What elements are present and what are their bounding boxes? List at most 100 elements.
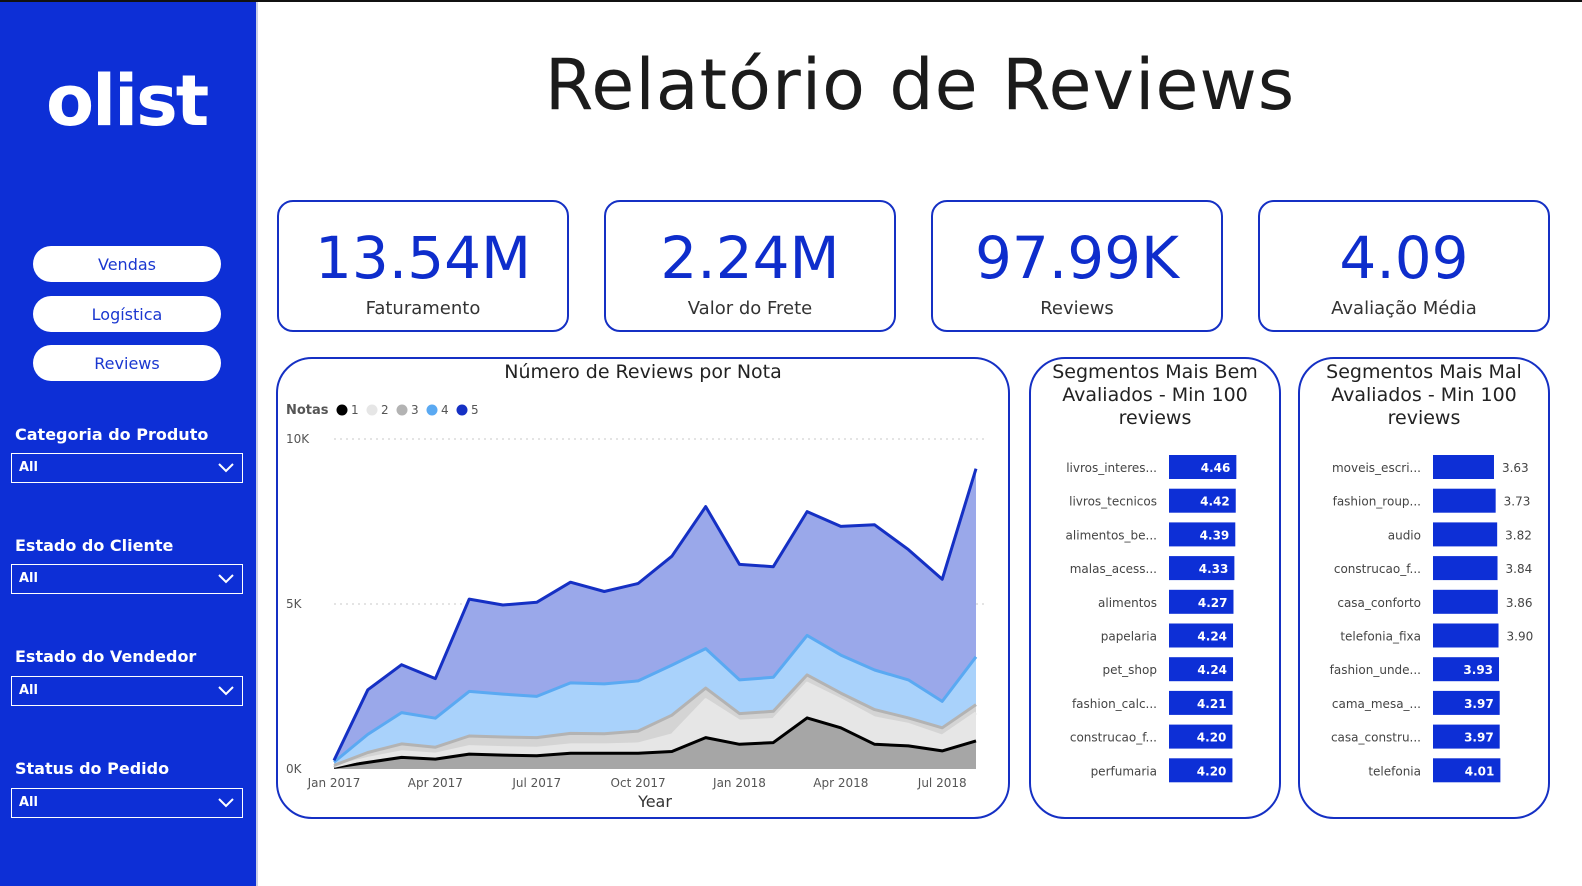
filter-select-estado-cliente[interactable]: All: [11, 564, 243, 594]
legend-label-5: 5: [471, 403, 479, 417]
filter-select-categoria[interactable]: All: [11, 453, 243, 483]
bar-category-label: perfumaria: [1091, 764, 1157, 778]
bar-value-label: 3.90: [1507, 630, 1534, 644]
kpi-label: Faturamento: [365, 298, 481, 319]
bar-category-label: telefonia: [1368, 764, 1421, 778]
chevron-down-icon: [218, 574, 234, 584]
bar: [1433, 623, 1499, 648]
line-series-4: [333, 633, 978, 764]
bar: [1433, 690, 1500, 715]
chart-title: Segmentos Mais Mal Avaliados - Min 100 r…: [1326, 361, 1522, 429]
bar-category-label: construcao_f...: [1334, 562, 1421, 576]
nav-button-reviews[interactable]: Reviews: [33, 345, 221, 381]
x-tick-label: Apr 2017: [408, 776, 463, 790]
bar-category-label: livros_interes...: [1066, 461, 1157, 475]
bar: [1169, 724, 1233, 749]
bar: [1169, 758, 1233, 783]
legend-marker-1: [336, 404, 348, 416]
bar: [1169, 455, 1237, 479]
area-chart: Notas 1 2 3 4 5 0K 5K 10K Jan 2017 Apr 2017 Jul 2…: [286, 403, 986, 811]
bar: [1169, 657, 1234, 682]
bar-value-label: 3.93: [1463, 663, 1493, 677]
filter-select-status-pedido[interactable]: All: [11, 788, 243, 818]
bar-category-label: telefonia_fixa: [1340, 630, 1421, 644]
kpi-label: Avaliação Média: [1331, 298, 1477, 319]
legend-label-1: 1: [351, 403, 359, 417]
kpi-label: Valor do Frete: [687, 298, 813, 319]
legend-marker-3: [396, 404, 408, 416]
segmentos-mais-bem-avaliados-card: Segmentos Mais Bem Avaliados - Min 100 r…: [1029, 357, 1281, 819]
segmentos-mais-mal-avaliados-card: Segmentos Mais Mal Avaliados - Min 100 r…: [1298, 357, 1550, 819]
kpi-value: 97.99K: [974, 224, 1180, 292]
bar-value-label: 4.01: [1465, 764, 1495, 778]
bar: [1433, 589, 1498, 614]
bar-category-label: casa_conforto: [1337, 596, 1421, 610]
bar-value-label: 3.97: [1464, 697, 1494, 711]
kpi-card-faturamento: 13.54M Faturamento: [277, 200, 569, 332]
bar-value-label: 3.97: [1464, 731, 1494, 745]
bar-category-label: fashion_unde...: [1330, 663, 1421, 677]
bar-value-label: 4.33: [1199, 562, 1229, 576]
bar: [1433, 556, 1498, 581]
line-series-2: [333, 681, 977, 768]
bar: [1169, 623, 1234, 648]
bar: [1169, 522, 1236, 547]
x-tick-label: Jul 2017: [511, 776, 561, 790]
legend-label-4: 4: [441, 403, 449, 417]
chevron-down-icon: [218, 686, 234, 696]
line-series-5: [332, 468, 978, 762]
chart-legend: Notas 1 2 3 4 5: [286, 403, 479, 418]
bar-value-label: 4.20: [1197, 764, 1227, 778]
bar-value-label: 4.46: [1201, 461, 1231, 475]
bar-category-label: fashion_roup...: [1333, 495, 1421, 509]
x-tick-label: Apr 2018: [813, 776, 868, 790]
legend-marker-5: [456, 404, 468, 416]
bar-value-label: 3.73: [1504, 495, 1531, 509]
chart-title: Número de Reviews por Nota: [504, 361, 782, 383]
bar: [1433, 657, 1500, 682]
legend-marker-2: [366, 404, 378, 416]
legend-label-2: 2: [381, 403, 389, 417]
legend-label-3: 3: [411, 403, 419, 417]
nav-button-vendas[interactable]: Vendas: [33, 246, 221, 282]
bar: [1433, 455, 1494, 479]
bar-category-label: livros_tecnicos: [1069, 495, 1157, 509]
x-tick-label: Jan 2018: [712, 776, 766, 790]
bar-category-label: cama_mesa_...: [1332, 697, 1421, 711]
kpi-value: 4.09: [1339, 224, 1469, 292]
bar-category-label: casa_constru...: [1331, 731, 1421, 745]
bar-value-label: 4.42: [1200, 495, 1230, 509]
y-tick-label: 5K: [286, 597, 303, 611]
kpi-card-frete: 2.24M Valor do Frete: [604, 200, 896, 332]
kpi-value: 2.24M: [660, 224, 840, 292]
bar-value-label: 4.21: [1197, 697, 1227, 711]
kpi-card-reviews: 97.99K Reviews: [931, 200, 1223, 332]
nav-button-logistica[interactable]: Logística: [33, 296, 221, 332]
x-tick-label: Oct 2017: [611, 776, 666, 790]
legend-marker-4: [426, 404, 438, 416]
chevron-down-icon: [218, 798, 234, 808]
bar-category-label: fashion_calc...: [1072, 697, 1157, 711]
bar: [1433, 488, 1496, 513]
sidebar: olist Vendas Logística Reviews Categoria…: [0, 2, 258, 886]
bar-category-label: moveis_escri...: [1332, 461, 1421, 475]
filter-label-estado-cliente: Estado do Cliente: [15, 536, 174, 555]
bar-value-label: 3.63: [1502, 461, 1529, 475]
bar-category-label: malas_acess...: [1070, 562, 1157, 576]
bar: [1169, 556, 1235, 581]
filter-select-value: All: [19, 683, 38, 698]
line-series-3: [333, 673, 977, 767]
bar: [1433, 724, 1500, 749]
x-axis-label: Year: [637, 792, 672, 811]
bar-value-label: 4.20: [1197, 731, 1227, 745]
top-border: [0, 0, 1582, 2]
filter-label-status-pedido: Status do Pedido: [15, 759, 170, 778]
bar-value-label: 4.27: [1198, 596, 1228, 610]
x-tick-label: Jul 2018: [917, 776, 967, 790]
bar: [1169, 690, 1233, 715]
bar-category-label: pet_shop: [1102, 663, 1157, 677]
filter-label-categoria: Categoria do Produto: [15, 425, 209, 444]
bar-value-label: 4.39: [1200, 528, 1230, 542]
bar-value-label: 3.86: [1506, 596, 1533, 610]
filter-select-estado-vendedor[interactable]: All: [11, 676, 243, 706]
